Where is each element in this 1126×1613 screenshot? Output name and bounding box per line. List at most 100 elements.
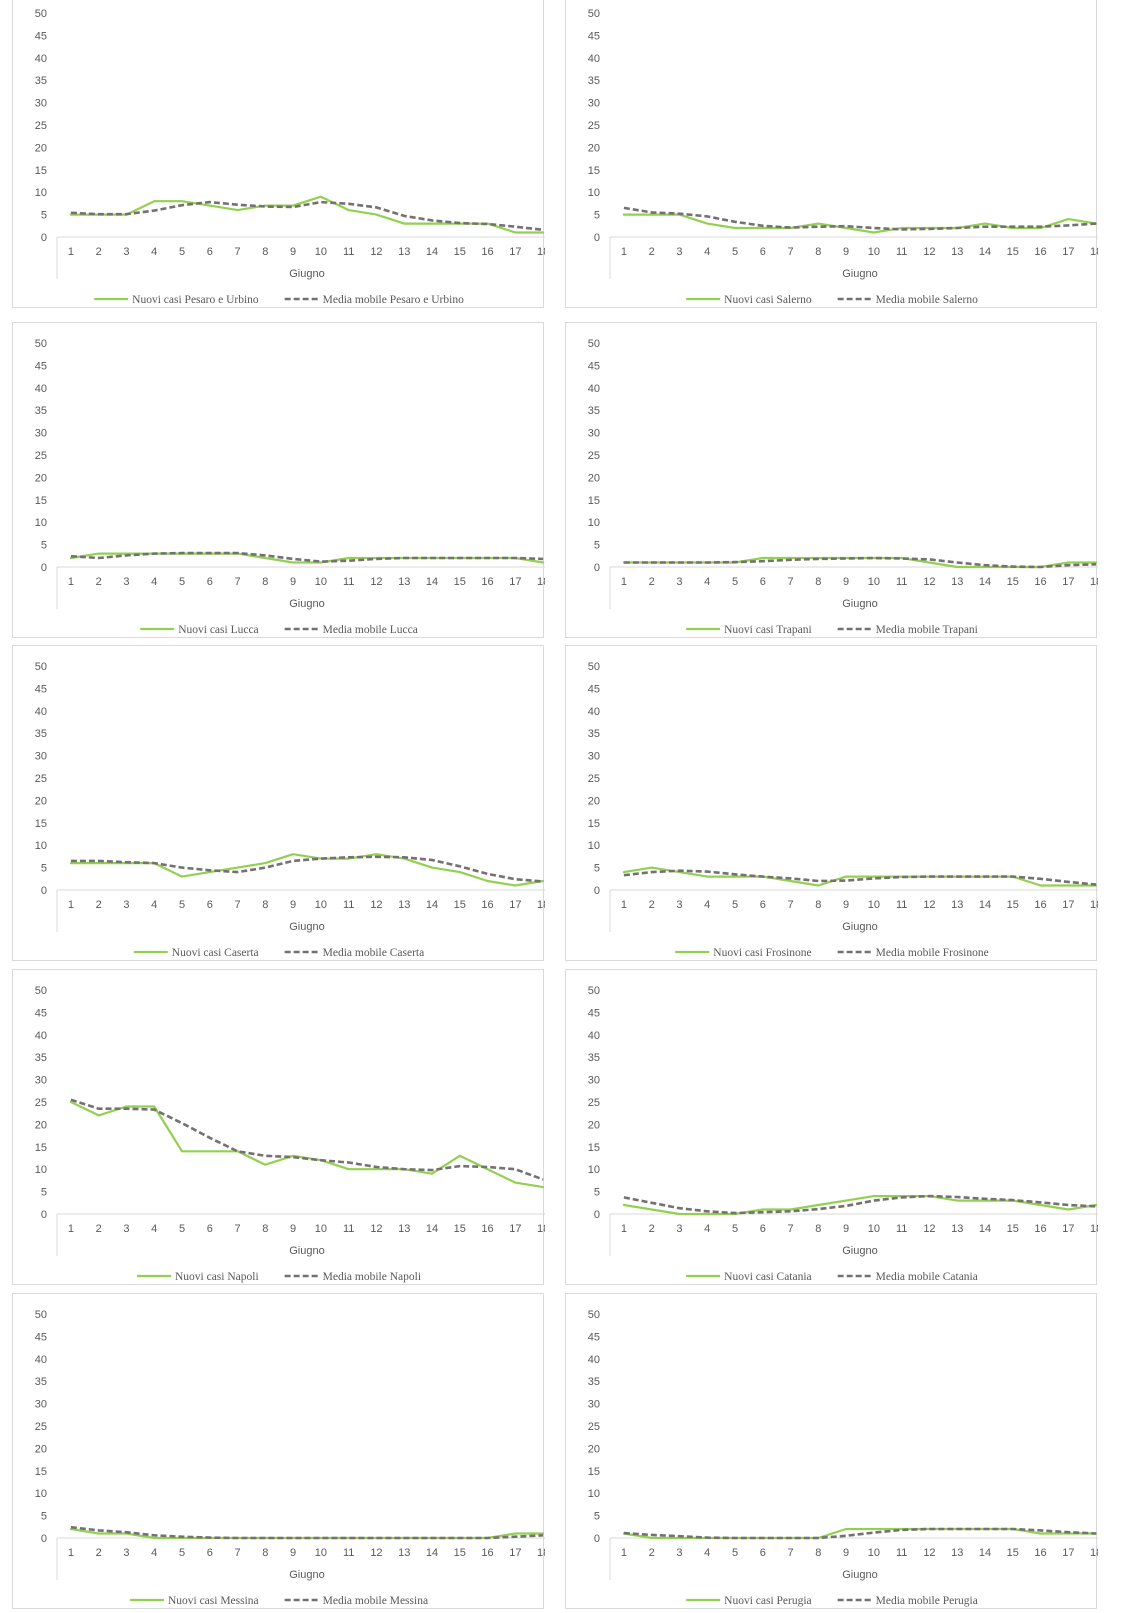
new-cases-line <box>69 853 545 887</box>
legend-label: Media mobile Lucca <box>323 624 418 636</box>
y-tick-label: 0 <box>41 885 47 897</box>
y-tick-label: 10 <box>588 1164 600 1176</box>
legend-label: Nuovi casi Lucca <box>178 624 258 636</box>
y-tick-label: 10 <box>35 1164 47 1176</box>
y-tick-label: 5 <box>41 863 47 875</box>
chart-panel: 0 5 10 15 20 25 30 35 40 45 50 1 2 3 4 5 6 7 8 9 10 11 12 13 14 1… <box>12 1293 545 1609</box>
y-tick-label: 10 <box>35 517 47 529</box>
x-tick-label: 14 <box>979 246 991 258</box>
y-tick-label: 20 <box>588 472 600 484</box>
x-tick-label: 4 <box>704 899 710 911</box>
x-tick-label: 7 <box>787 1547 793 1559</box>
x-tick-label: 9 <box>843 246 849 258</box>
legend: Nuovi casi Salerno Media mobile Salerno <box>686 294 978 306</box>
x-tick-label: 7 <box>234 576 240 588</box>
y-tick-label: 30 <box>35 751 47 763</box>
x-tick-label: 16 <box>1034 246 1046 258</box>
x-axis-title: Giugno <box>289 1245 324 1257</box>
x-tick-label: 1 <box>68 1547 74 1559</box>
y-tick-label: 25 <box>588 1097 600 1109</box>
y-tick-label: 45 <box>588 1331 600 1343</box>
x-tick-label: 2 <box>96 576 102 588</box>
x-tick-label: 6 <box>207 1547 213 1559</box>
x-axis-title: Giugno <box>289 1569 324 1581</box>
x-tick-label: 12 <box>370 899 382 911</box>
legend-label: Nuovi casi Salerno <box>724 294 812 306</box>
x-tick-label: 8 <box>815 246 821 258</box>
y-tick-label: 35 <box>588 1376 600 1388</box>
y-tick-label: 40 <box>35 706 47 718</box>
x-tick-label: 17 <box>509 1223 521 1235</box>
new-cases-line <box>69 1527 545 1540</box>
chart-panel: 0 5 10 15 20 25 30 35 40 45 50 1 2 3 4 5 6 7 8 9 10 11 12 13 14 1… <box>12 0 545 308</box>
legend: Nuovi casi Catania Media mobile Catania <box>686 1271 978 1283</box>
x-tick-label: 6 <box>760 899 766 911</box>
x-tick-label: 14 <box>979 576 991 588</box>
x-tick-label: 6 <box>207 246 213 258</box>
x-tick-label: 4 <box>704 1547 710 1559</box>
chart-panel: 0 5 10 15 20 25 30 35 40 45 50 1 2 3 4 5 6 7 8 9 10 11 12 13 14 1… <box>565 1293 1098 1609</box>
y-tick-label: 45 <box>588 360 600 372</box>
y-tick-label: 40 <box>35 53 47 65</box>
x-tick-label: 18 <box>1090 1547 1098 1559</box>
y-tick-label: 30 <box>35 428 47 440</box>
x-tick-label: 18 <box>1090 246 1098 258</box>
x-tick-label: 18 <box>1090 576 1098 588</box>
legend: Nuovi casi Napoli Media mobile Napoli <box>136 1271 421 1283</box>
y-tick-label: 45 <box>35 683 47 695</box>
legend-label: Nuovi casi Pesaro e Urbino <box>132 294 259 306</box>
y-tick-label: 35 <box>35 728 47 740</box>
x-tick-label: 18 <box>537 1547 545 1559</box>
x-tick-label: 7 <box>234 1223 240 1235</box>
x-tick-label: 18 <box>1090 899 1098 911</box>
x-tick-label: 9 <box>290 899 296 911</box>
y-tick-label: 40 <box>35 1030 47 1042</box>
x-tick-label: 10 <box>315 246 327 258</box>
y-tick-label: 50 <box>588 661 600 673</box>
legend-label: Nuovi casi Frosinone <box>713 947 811 959</box>
x-tick-label: 16 <box>1034 1223 1046 1235</box>
x-tick-label: 2 <box>649 1223 655 1235</box>
x-tick-label: 15 <box>1007 1223 1019 1235</box>
x-tick-label: 3 <box>676 1547 682 1559</box>
x-tick-label: 2 <box>649 576 655 588</box>
x-tick-label: 13 <box>398 576 410 588</box>
x-tick-label: 10 <box>315 1223 327 1235</box>
legend: Nuovi casi Messina Media mobile Messina <box>129 1595 428 1607</box>
x-tick-label: 13 <box>398 246 410 258</box>
x-tick-label: 1 <box>621 576 627 588</box>
y-tick-label: 20 <box>588 142 600 154</box>
y-tick-label: 0 <box>594 1533 600 1545</box>
new-cases-line <box>622 1527 1098 1540</box>
x-tick-label: 2 <box>96 899 102 911</box>
y-tick-label: 50 <box>588 1309 600 1321</box>
y-tick-label: 50 <box>35 338 47 350</box>
legend-label: Nuovi casi Perugia <box>724 1595 812 1607</box>
x-tick-label: 6 <box>207 899 213 911</box>
x-tick-label: 11 <box>343 246 354 258</box>
y-tick-label: 15 <box>588 818 600 830</box>
chart-panel: 0 5 10 15 20 25 30 35 40 45 50 1 2 3 4 5 6 7 8 9 10 11 12 13 14 1… <box>12 322 545 638</box>
y-tick-label: 5 <box>41 210 47 222</box>
y-tick-label: 30 <box>588 751 600 763</box>
x-tick-label: 1 <box>621 1547 627 1559</box>
y-tick-label: 40 <box>588 383 600 395</box>
y-tick-label: 20 <box>588 795 600 807</box>
y-tick-label: 5 <box>41 540 47 552</box>
x-tick-label: 5 <box>732 1547 738 1559</box>
y-tick-label: 5 <box>594 540 600 552</box>
x-axis-title: Giugno <box>842 598 877 610</box>
x-tick-label: 6 <box>760 576 766 588</box>
y-tick-label: 25 <box>588 1421 600 1433</box>
legend: Nuovi casi Lucca Media mobile Lucca <box>140 624 418 636</box>
x-tick-label: 12 <box>370 1547 382 1559</box>
x-tick-label: 13 <box>398 899 410 911</box>
x-tick-label: 10 <box>315 576 327 588</box>
x-tick-label: 14 <box>979 1547 991 1559</box>
x-tick-label: 1 <box>621 1223 627 1235</box>
new-cases-line <box>69 1100 545 1189</box>
x-tick-label: 9 <box>843 576 849 588</box>
